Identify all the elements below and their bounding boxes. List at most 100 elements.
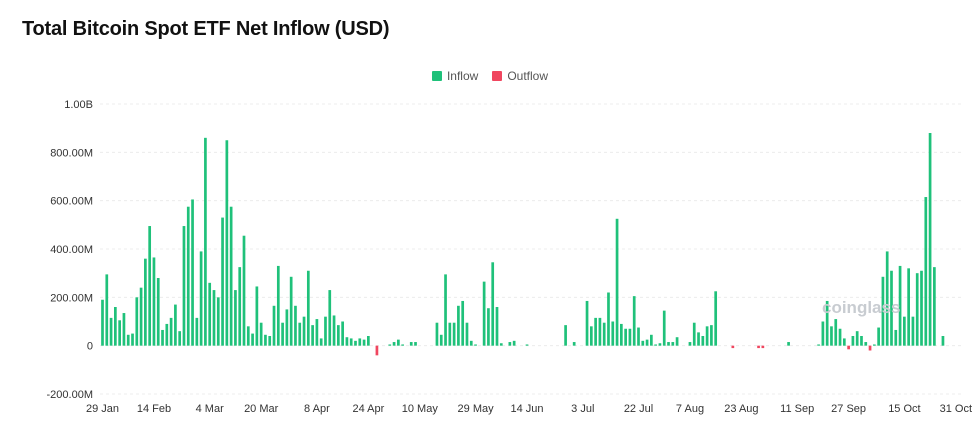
inflow-bar[interactable] [397,339,400,346]
inflow-bar[interactable] [169,317,173,346]
outflow-bar[interactable] [731,345,735,349]
inflow-bar[interactable] [671,342,675,346]
inflow-bar[interactable] [474,344,477,346]
inflow-bar[interactable] [315,319,319,346]
inflow-bar[interactable] [615,218,619,346]
inflow-bar[interactable] [306,270,310,346]
inflow-bar[interactable] [268,336,272,346]
inflow-bar[interactable] [336,325,340,346]
inflow-bar[interactable] [195,317,199,346]
inflow-bar[interactable] [251,333,254,346]
inflow-bar[interactable] [594,317,597,346]
inflow-bar[interactable] [697,332,700,346]
outflow-bar[interactable] [761,345,765,349]
inflow-bar[interactable] [345,337,349,346]
inflow-bar[interactable] [641,340,645,346]
inflow-bar[interactable] [585,300,589,346]
inflow-bar[interactable] [624,328,627,346]
inflow-bar[interactable] [126,334,130,346]
outflow-bar[interactable] [757,345,760,349]
inflow-bar[interactable] [319,338,323,346]
inflow-bar[interactable] [705,326,709,346]
inflow-bar[interactable] [242,235,246,346]
inflow-bar[interactable] [825,300,829,346]
inflow-bar[interactable] [135,297,139,346]
inflow-bar[interactable] [830,326,833,346]
inflow-bar[interactable] [817,344,820,346]
inflow-bar[interactable] [838,328,842,346]
inflow-bar[interactable] [285,309,289,346]
inflow-bar[interactable] [461,300,465,346]
inflow-bar[interactable] [182,226,186,346]
inflow-bar[interactable] [589,326,593,346]
inflow-bar[interactable] [821,321,825,346]
inflow-bar[interactable] [208,282,212,346]
inflow-bar[interactable] [139,287,143,346]
inflow-bar[interactable] [491,262,495,346]
inflow-bar[interactable] [620,323,623,346]
inflow-bar[interactable] [710,325,713,346]
inflow-bar[interactable] [881,276,885,346]
inflow-bar[interactable] [186,206,190,346]
inflow-bar[interactable] [915,273,919,346]
inflow-bar[interactable] [101,299,104,346]
inflow-bar[interactable] [191,199,194,346]
inflow-bar[interactable] [332,315,336,346]
inflow-bar[interactable] [692,322,696,346]
inflow-bar[interactable] [324,316,327,346]
inflow-bar[interactable] [525,344,529,346]
inflow-bar[interactable] [907,268,910,346]
inflow-bar[interactable] [225,140,229,346]
inflow-bar[interactable] [457,305,460,346]
inflow-bar[interactable] [221,217,224,346]
inflow-bar[interactable] [264,334,267,346]
inflow-bar[interactable] [658,343,662,346]
inflow-bar[interactable] [388,344,392,346]
inflow-bar[interactable] [255,286,259,346]
inflow-bar[interactable] [328,290,332,346]
inflow-bar[interactable] [259,322,263,346]
inflow-bar[interactable] [165,323,169,346]
inflow-bar[interactable] [650,334,653,346]
inflow-bar[interactable] [872,344,876,346]
inflow-bar[interactable] [903,316,906,346]
inflow-bar[interactable] [311,325,314,346]
inflow-bar[interactable] [920,270,923,346]
inflow-bar[interactable] [508,342,512,346]
inflow-bar[interactable] [469,340,473,346]
inflow-bar[interactable] [354,340,357,346]
inflow-bar[interactable] [452,322,456,346]
inflow-bar[interactable] [341,321,344,346]
inflow-bar[interactable] [401,344,405,346]
legend-item-outflow[interactable]: Outflow [492,69,548,83]
inflow-bar[interactable] [229,206,233,346]
inflow-bar[interactable] [156,278,160,346]
inflow-bar[interactable] [392,342,396,346]
inflow-bar[interactable] [152,257,156,346]
inflow-bar[interactable] [602,322,606,346]
inflow-bar[interactable] [435,322,439,346]
inflow-bar[interactable] [787,342,790,346]
inflow-bar[interactable] [842,338,846,346]
inflow-bar[interactable] [572,342,576,346]
inflow-bar[interactable] [204,137,207,346]
inflow-bar[interactable] [465,322,469,346]
inflow-bar[interactable] [414,342,417,346]
inflow-bar[interactable] [495,307,499,346]
inflow-bar[interactable] [178,331,182,346]
inflow-bar[interactable] [118,320,121,346]
inflow-bar[interactable] [941,336,945,346]
inflow-bar[interactable] [448,322,452,346]
inflow-bar[interactable] [637,327,640,346]
inflow-bar[interactable] [246,326,250,346]
inflow-bar[interactable] [105,274,109,346]
inflow-bar[interactable] [933,267,936,346]
inflow-bar[interactable] [662,310,666,346]
inflow-bar[interactable] [148,226,152,346]
inflow-bar[interactable] [294,305,297,346]
inflow-bar[interactable] [645,339,649,346]
inflow-bar[interactable] [714,291,718,346]
inflow-bar[interactable] [216,297,220,346]
inflow-bar[interactable] [611,321,615,346]
outflow-bar[interactable] [375,345,379,356]
